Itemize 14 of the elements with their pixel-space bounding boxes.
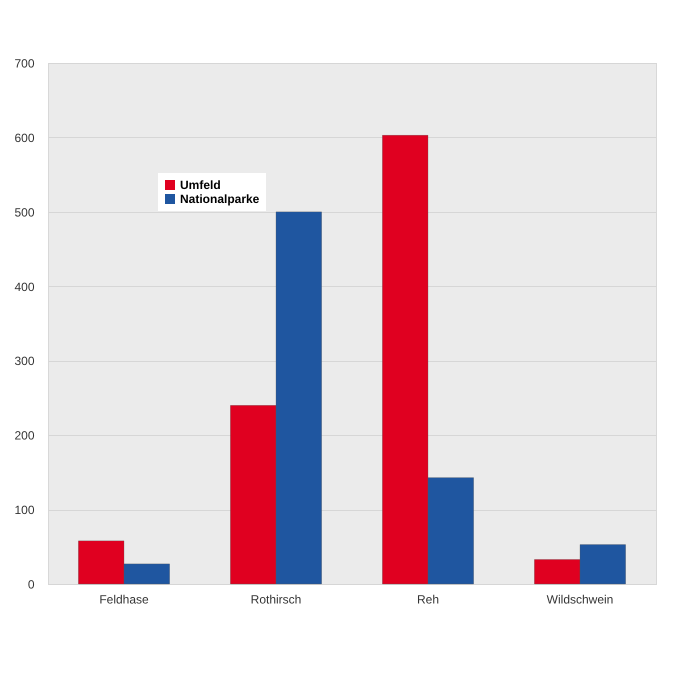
- y-tick-label: 300: [14, 354, 35, 368]
- legend-label: Nationalparke: [180, 192, 260, 206]
- x-tick-label: Reh: [416, 592, 440, 606]
- y-tick-label: 0: [28, 578, 35, 592]
- x-tick-label: Feldhase: [99, 592, 150, 606]
- legend-label: Umfeld: [180, 178, 221, 192]
- y-tick-label: 700: [14, 56, 35, 70]
- y-tick-label: 600: [14, 130, 35, 145]
- y-tick-label: 100: [14, 503, 35, 518]
- y-tick-label: 400: [14, 280, 35, 294]
- y-tick-label: 500: [14, 205, 35, 220]
- y-tick-label: 200: [14, 428, 35, 443]
- x-tick-label: Rothirsch: [250, 592, 302, 606]
- x-tick-label: Wildschwein: [546, 592, 614, 606]
